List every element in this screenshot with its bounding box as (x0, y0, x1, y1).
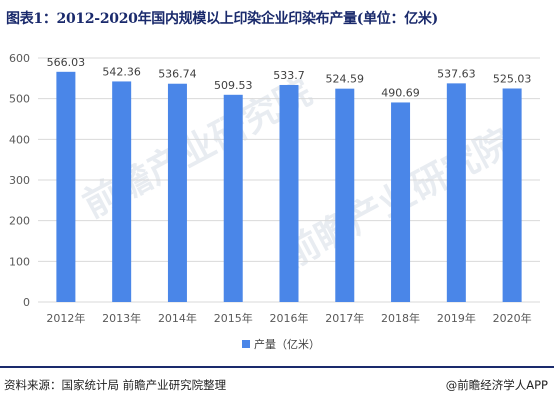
x-axis: 2012年 2013年 2014年 2015年 2016年 2017年 2018年 2019年… (46, 311, 531, 325)
bar (446, 83, 466, 302)
x-tick-label: 2015年 (214, 311, 253, 325)
y-tick-label: 100 (9, 255, 30, 268)
value-label: 566.03 (47, 56, 86, 69)
y-tick-label: 300 (9, 174, 30, 187)
y-tick-label: 400 (9, 133, 30, 146)
y-tick-label: 600 (9, 52, 30, 65)
bar (502, 88, 522, 303)
chart-title: 图表1：2012-2020年国内规模以上印染企业印染布产量(单位：亿米) (6, 11, 438, 27)
credit: @前瞻经济学人APP (445, 378, 548, 392)
y-tick-label: 0 (23, 296, 30, 309)
value-labels: 566.03 542.36 536.74 509.53 533.7 524.59 490.6… (47, 56, 532, 100)
y-axis: 0 100 200 300 400 500 600 (9, 52, 30, 309)
x-tick-label: 2012年 (46, 311, 85, 325)
x-tick-label: 2018年 (381, 311, 420, 325)
x-tick-label: 2013年 (102, 311, 141, 325)
bar (223, 94, 243, 302)
legend-label: 产量（亿米） (254, 338, 320, 351)
bars (56, 71, 522, 303)
value-label: 524.59 (326, 73, 365, 86)
bar (112, 81, 132, 302)
value-label: 536.74 (158, 68, 197, 81)
x-tick-label: 2020年 (493, 311, 532, 325)
value-label: 533.7 (273, 69, 305, 82)
bar (167, 83, 187, 302)
x-tick-label: 2014年 (158, 311, 197, 325)
bar (335, 88, 355, 302)
divider (0, 366, 554, 368)
y-tick-label: 200 (9, 215, 30, 228)
x-tick-label: 2016年 (270, 311, 309, 325)
bar (279, 84, 299, 302)
bar (391, 102, 411, 303)
value-label: 525.03 (493, 72, 532, 85)
value-label: 490.69 (381, 86, 420, 99)
source-note: 资料来源：国家统计局 前瞻产业研究院整理 (4, 378, 227, 392)
legend-swatch (242, 340, 250, 348)
x-tick-label: 2019年 (437, 311, 476, 325)
y-tick-label: 500 (9, 93, 30, 106)
value-label: 537.63 (437, 67, 476, 80)
value-label: 509.53 (214, 79, 253, 92)
x-tick-label: 2017年 (325, 311, 364, 325)
bar (56, 71, 76, 302)
legend: 产量（亿米） (242, 336, 320, 352)
value-label: 542.36 (102, 65, 141, 78)
